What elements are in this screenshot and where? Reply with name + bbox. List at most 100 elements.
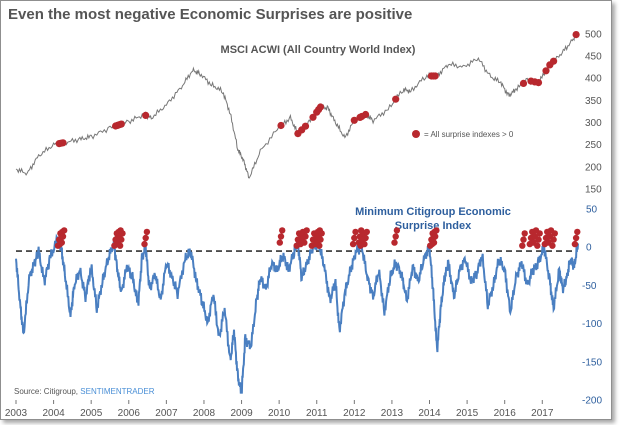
surprise-highlight-point: [142, 234, 149, 242]
surprise-highlight-point: [318, 230, 325, 237]
surprise-highlight-point: [143, 228, 151, 236]
x-tick-label: 2010: [268, 408, 291, 419]
surprise-highlight-point: [572, 234, 580, 242]
surprise-highlight-point: [534, 242, 541, 249]
source-note: Source: Citigroup, SENTIMENTRADER: [14, 387, 155, 396]
price-highlight-point: [59, 139, 67, 147]
x-tick-label: 2012: [343, 408, 366, 419]
bottom-chart-title-line1: Minimum Citigroup Economic: [355, 206, 511, 218]
surprise-highlight-point: [391, 239, 398, 246]
top-y-tick-label: 500: [585, 29, 602, 40]
top-chart-title: MSCI ACWI (All Country World Index): [221, 44, 416, 56]
x-tick-label: 2015: [456, 408, 479, 419]
surprise-highlight-point: [141, 240, 148, 248]
price-highlight-points: [55, 30, 580, 148]
surprise-highlight-point: [519, 242, 526, 249]
surprise-highlight-point: [432, 233, 439, 240]
source-prefix: Source: Citigroup,: [14, 387, 80, 396]
surprise-series-line: [15, 233, 579, 394]
price-highlight-point: [301, 122, 310, 130]
surprise-highlight-point: [550, 236, 557, 243]
surprise-highlight-point: [301, 239, 308, 246]
surprise-highlight-point: [351, 234, 358, 242]
surprise-highlight-point: [317, 236, 324, 243]
surprise-highlight-point: [349, 240, 357, 248]
bottom-y-axis: 50 0 -50 -100 -150 -200: [582, 205, 602, 407]
bottom-y-tick-label: -100: [582, 319, 602, 330]
legend-marker: [412, 130, 420, 138]
surprise-highlight-point: [574, 228, 581, 236]
bottom-y-tick-label: 0: [586, 243, 592, 254]
bottom-chart-title-line2: Surprise Index: [395, 220, 472, 232]
surprise-highlight-point: [303, 227, 310, 234]
x-tick-label: 2006: [118, 408, 141, 419]
top-y-tick-label: 250: [585, 140, 602, 151]
surprise-highlight-point: [520, 236, 527, 243]
surprise-highlight-point: [316, 242, 323, 249]
price-highlight-point: [534, 79, 543, 87]
legend-label: = All surprise indexes > 0: [424, 130, 514, 139]
surprise-highlight-point: [362, 234, 369, 242]
x-tick-label: 2016: [494, 408, 517, 419]
surprise-highlight-point: [551, 230, 558, 237]
chart-frame: [0, 0, 612, 420]
surprise-highlight-point: [363, 228, 370, 236]
top-y-tick-label: 150: [585, 185, 602, 196]
surprise-highlight-point: [536, 230, 543, 237]
bottom-y-tick-label: 50: [586, 205, 598, 216]
top-y-tick-label: 450: [585, 52, 602, 63]
top-y-tick-label: 200: [585, 162, 602, 173]
surprise-panel: Minimum Citigroup Economic Surprise Inde…: [5, 205, 603, 420]
x-tick-label: 2008: [193, 408, 216, 419]
price-highlight-point: [431, 72, 439, 80]
bottom-y-tick-label: -200: [582, 396, 602, 407]
x-tick-label: 2003: [5, 408, 28, 419]
msci-series-line: [15, 31, 579, 179]
surprise-highlight-point: [352, 228, 359, 236]
surprise-highlight-point: [118, 236, 125, 243]
price-highlight-point: [316, 103, 325, 111]
x-tick-label: 2004: [42, 408, 65, 419]
top-y-axis: 150 200 250 300 350 400 450 500: [585, 29, 602, 195]
surprise-highlight-point: [119, 230, 126, 237]
surprise-highlight-point: [521, 230, 528, 237]
x-tick-label: 2017: [531, 408, 554, 419]
surprise-highlight-point: [59, 233, 67, 240]
price-highlight-point: [542, 67, 550, 75]
top-y-tick-label: 350: [585, 96, 602, 107]
surprise-highlight-point: [393, 227, 401, 234]
surprise-highlight-point: [302, 233, 309, 240]
surprise-highlight-point: [571, 240, 579, 248]
surprise-highlight-point: [430, 239, 438, 246]
top-y-tick-label: 300: [585, 118, 602, 129]
price-highlight-point: [550, 57, 558, 65]
surprise-highlight-point: [60, 227, 68, 234]
price-highlight-point: [117, 120, 125, 128]
surprise-highlight-point: [116, 242, 124, 249]
bottom-y-tick-label: -50: [582, 281, 597, 292]
x-tick-label: 2005: [80, 408, 103, 419]
x-tick-label: 2011: [306, 408, 328, 419]
surprise-highlight-point: [535, 236, 542, 243]
surprise-highlight-point: [276, 239, 283, 246]
bottom-y-tick-label: -150: [582, 357, 602, 368]
x-tick-label: 2009: [230, 408, 253, 419]
msci-panel: MSCI ACWI (All Country World Index) = Al…: [15, 29, 602, 196]
surprise-highlight-points: [54, 227, 581, 249]
surprise-highlight-point: [279, 227, 286, 234]
source-brand: SENTIMENTRADER: [80, 387, 154, 396]
x-tick-label: 2014: [418, 408, 441, 419]
price-highlight-point: [519, 79, 528, 87]
price-highlight-point: [277, 121, 285, 130]
price-highlight-point: [350, 116, 358, 124]
x-axis: 2003 2004 2005 2006 2007 2008 2009 2010 2011 2012…: [5, 400, 554, 419]
surprise-highlight-point: [58, 239, 65, 246]
top-y-tick-label: 400: [585, 74, 602, 85]
price-highlight-point: [572, 30, 580, 39]
surprise-highlight-point: [277, 233, 285, 240]
price-highlight-point: [392, 95, 400, 103]
price-highlight-point: [309, 113, 317, 121]
surprise-highlight-point: [361, 240, 368, 248]
page-title: Even the most negative Economic Surprise…: [8, 6, 413, 23]
